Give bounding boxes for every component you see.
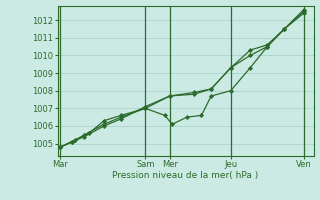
- X-axis label: Pression niveau de la mer( hPa ): Pression niveau de la mer( hPa ): [112, 171, 259, 180]
